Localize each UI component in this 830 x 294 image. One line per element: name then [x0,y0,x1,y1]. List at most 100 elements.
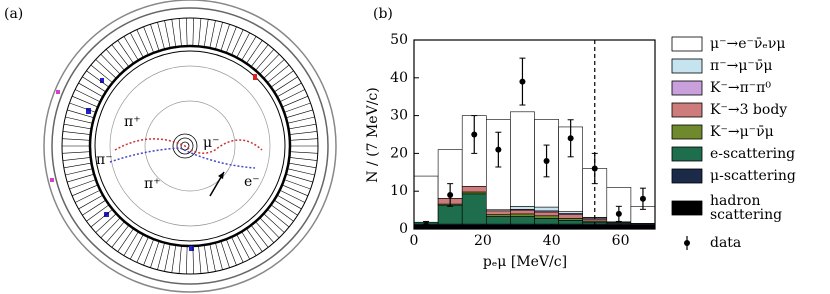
module [250,44,269,67]
module [263,213,285,233]
hit [253,74,257,80]
module [136,236,149,263]
module [63,162,92,169]
y-axis-label: N / (7 MeV/c) [365,87,381,182]
module [117,40,134,64]
data-point [591,165,598,172]
module [289,131,318,135]
module [192,245,194,274]
legend-label: K⁻→π⁻π⁰ [710,80,771,96]
module [136,29,149,56]
module [192,18,194,47]
module [284,102,311,113]
bar-segment [510,209,535,215]
module [63,123,92,130]
hit [86,108,91,114]
module [150,24,160,51]
plot-frame [413,39,656,230]
bar-segment [510,206,535,210]
bar-segment [413,175,439,223]
module [270,204,294,222]
data-point [495,146,502,153]
module [270,70,294,88]
module [203,244,209,273]
y-tick-label: 20 [390,145,408,161]
data-point [519,78,526,85]
bar-segment [558,214,583,219]
module [71,95,99,108]
ring [88,44,292,248]
module [123,231,139,256]
legend-swatch [671,36,703,52]
legend-marker [684,240,690,246]
module [273,199,298,216]
data-point [543,157,550,164]
y-tick-label: 40 [390,70,408,86]
module [100,53,121,75]
ring [61,17,319,275]
module [62,131,91,135]
x-tick-label: 20 [474,233,492,249]
module [220,241,230,268]
module [171,19,177,48]
module [164,243,171,272]
legend-swatch [671,80,703,96]
legend-swatch [671,200,703,216]
module [267,64,290,83]
track-label: π⁺ [144,176,161,192]
module [69,102,96,113]
module [267,209,290,228]
module [215,22,223,50]
module [90,64,113,83]
legend-label: μ-scattering [710,168,796,184]
module [186,245,188,274]
module [90,209,113,228]
track-label: e⁻ [244,174,260,190]
module [215,242,223,270]
module [143,26,154,53]
module [209,20,216,49]
module [69,179,96,190]
hit [56,90,60,94]
bar-segment [485,210,511,215]
legend-swatch [671,102,703,118]
bar-segment [534,211,559,217]
module [285,173,313,183]
data-point [423,222,430,229]
hit [100,78,104,83]
module [65,168,93,176]
bar-segment [558,220,583,225]
module [281,95,309,108]
module [226,239,237,266]
module [105,221,125,243]
module [164,20,171,49]
module [236,32,250,58]
y-tick-label: 50 [390,32,408,48]
track [114,138,263,154]
module [288,123,317,130]
track-label: π⁺ [124,114,141,130]
hit [189,246,194,251]
module [100,217,121,239]
module [198,18,202,47]
bar-segment [461,185,487,193]
module [250,225,269,248]
module [105,49,125,71]
module [130,234,144,260]
module [203,19,209,48]
module [287,168,315,176]
module [62,151,91,154]
module [209,243,216,272]
x-tick-label: 0 [410,233,419,249]
module [75,189,101,203]
panel-label: (b) [373,6,393,22]
y-tick-label: 10 [390,183,408,199]
module [62,138,91,141]
bar-segment [534,215,559,219]
outer-ring [43,0,337,293]
module [150,241,160,268]
legend-swatch [671,124,703,140]
module [281,184,309,197]
module [279,189,305,203]
